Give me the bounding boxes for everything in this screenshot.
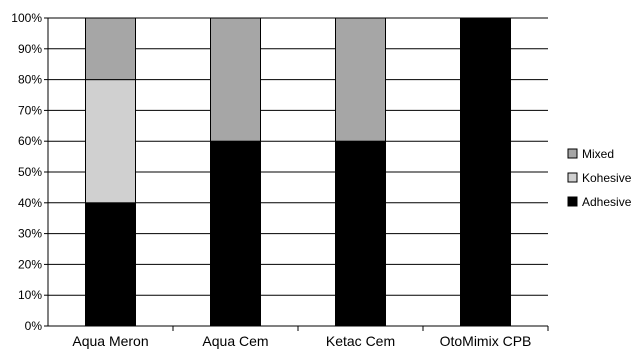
bar-segment-adhesive [85,202,136,327]
y-tick-label: 50% [18,165,42,179]
legend-label-kohesive: Kohesive [582,171,632,185]
legend-label-mixed: Mixed [582,147,614,161]
y-tick-label: 40% [18,196,42,210]
y-tick-label: 70% [18,103,42,117]
bar-segment-mixed [210,17,261,142]
x-axis-category-labels: Aqua Meron Aqua Cem Ketac Cem OtoMimix CPB [72,333,531,349]
y-tick-label: 100% [11,11,42,25]
y-tick-label: 60% [18,134,42,148]
x-category-label: Aqua Cem [202,333,268,349]
bars [85,17,511,327]
legend-swatch-mixed [567,148,578,159]
y-tick-label: 30% [18,227,42,241]
bar-segment-mixed [335,17,386,142]
bar-segment-mixed [85,17,136,81]
y-tick-label: 80% [18,73,42,87]
bar-segment-adhesive [460,17,511,327]
axes [44,17,549,331]
x-category-label: Ketac Cem [326,333,395,349]
y-tick-label: 0% [25,319,43,333]
bar-segment-adhesive [210,140,261,327]
bar-segment-adhesive [335,140,386,327]
legend-label-adhesive: Adhesive [582,195,632,209]
y-axis-tick-labels: 0% 10% 20% 30% 40% 50% 60% 70% 80% 90% 100% [11,11,42,333]
y-tick-label: 10% [18,288,42,302]
x-category-label: OtoMimix CPB [440,333,532,349]
legend-swatch-adhesive [567,196,578,207]
legend-swatch-kohesive [567,172,578,183]
x-category-label: Aqua Meron [72,333,148,349]
legend: Mixed Kohesive Adhesive [567,147,632,209]
y-tick-label: 90% [18,42,42,56]
bar-segment-kohesive [85,79,136,204]
y-tick-label: 20% [18,257,42,271]
